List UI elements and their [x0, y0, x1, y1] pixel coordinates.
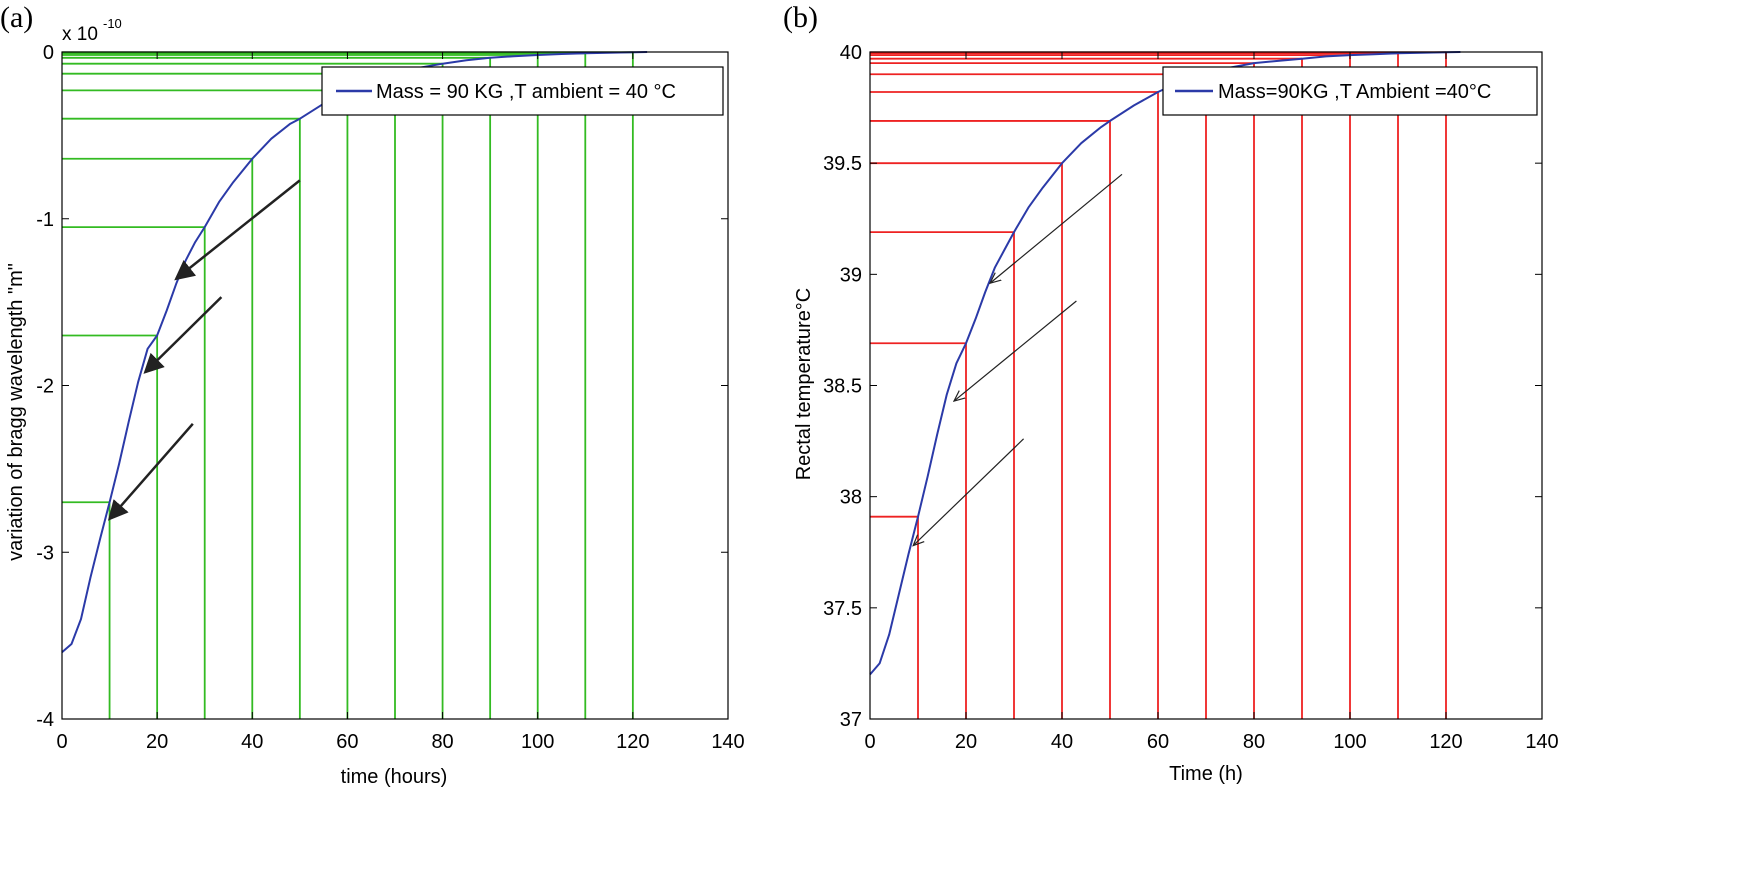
panel-b-legend: Mass=90KG ,T Ambient =40°C	[1162, 66, 1538, 116]
annotation-arrow	[174, 179, 301, 281]
panel-b-y-axis-label: Rectal temperature°C	[793, 288, 815, 481]
panel-a-legend-box	[321, 66, 724, 116]
panel-b-legend-label: Mass=90KG ,T Ambient =40°C	[1218, 81, 1491, 103]
x-tick-label: 80	[431, 731, 453, 753]
annotation-arrow	[143, 296, 223, 374]
y-tick-label: -3	[36, 542, 54, 564]
annotation-arrow	[990, 173, 1123, 283]
series-line	[869, 51, 1461, 676]
x-tick-label: 0	[864, 731, 875, 753]
x-tick-label: 20	[955, 731, 977, 753]
x-tick-label: 40	[1051, 731, 1073, 753]
panel-b-drop-lines	[870, 51, 1447, 719]
panel-a: (a) x 10 -10 0 20 40 60 80 100 120 140-4-3-2-10…	[0, 1, 745, 788]
panel-a-arrows	[107, 179, 301, 521]
annotation-arrow	[954, 300, 1077, 401]
panel-a-legend: Mass = 90 KG ,T ambient = 40 °C	[321, 66, 724, 116]
panel-a-series	[61, 51, 648, 654]
x-tick-label: 20	[146, 731, 168, 753]
panel-b-ticks: 0 20 40 60 80 100 120 140 37 37.5 38 38.5 39 39.5 40	[823, 42, 1559, 753]
y-tick-label: -1	[36, 209, 54, 231]
annotation-arrow	[913, 438, 1025, 546]
y-tick-label: 39	[840, 264, 862, 286]
y-tick-label: 38	[840, 487, 862, 509]
x-tick-label: 140	[1525, 731, 1558, 753]
x-tick-label: 100	[1333, 731, 1366, 753]
x-tick-label: 140	[711, 731, 744, 753]
y-tick-label: -2	[36, 376, 54, 398]
series-line	[61, 51, 648, 654]
panel-b: (b) 0 20 40 60 80 100 120 140 37 37.5 38 38.5 39 39.5…	[783, 1, 1559, 785]
y-tick-label: 37	[840, 709, 862, 731]
x-tick-label: 120	[1429, 731, 1462, 753]
panel-b-legend-box	[1162, 66, 1538, 116]
panel-a-legend-label: Mass = 90 KG ,T ambient = 40 °C	[376, 81, 676, 103]
panel-a-ticks: 0 20 40 60 80 100 120 140 -4 -3 -2 -1 0	[36, 42, 744, 753]
y-tick-label: 0	[43, 42, 54, 64]
x-tick-label: 60	[336, 731, 358, 753]
panel-b-arrows	[913, 173, 1123, 546]
y-tick-label: 37.5	[823, 598, 862, 620]
panel-b-label: (b)	[783, 1, 818, 34]
panel-b-series	[869, 51, 1461, 676]
y-tick-label: 40	[840, 42, 862, 64]
y-tick-label: 38.5	[823, 376, 862, 398]
panel-b-x-axis-label: Time (h)	[1169, 763, 1243, 785]
panel-a-y-axis-label: variation of bragg wavelength "m"	[5, 263, 27, 561]
x-tick-label: 60	[1147, 731, 1169, 753]
panel-a-exponent-power: -10	[103, 16, 122, 31]
panel-a-label: (a)	[0, 1, 33, 34]
y-tick-label: -4	[36, 709, 54, 731]
x-tick-label: 120	[616, 731, 649, 753]
y-tick-label: 39.5	[823, 153, 862, 175]
annotation-arrow	[107, 423, 194, 521]
x-tick-label: 100	[521, 731, 554, 753]
x-tick-label: 80	[1243, 731, 1265, 753]
x-tick-label: 0	[56, 731, 67, 753]
panel-a-x-axis-label: time (hours)	[341, 766, 448, 788]
panel-a-drop-lines	[62, 51, 634, 719]
panel-a-exponent-base: x 10	[62, 24, 98, 45]
x-tick-label: 40	[241, 731, 263, 753]
